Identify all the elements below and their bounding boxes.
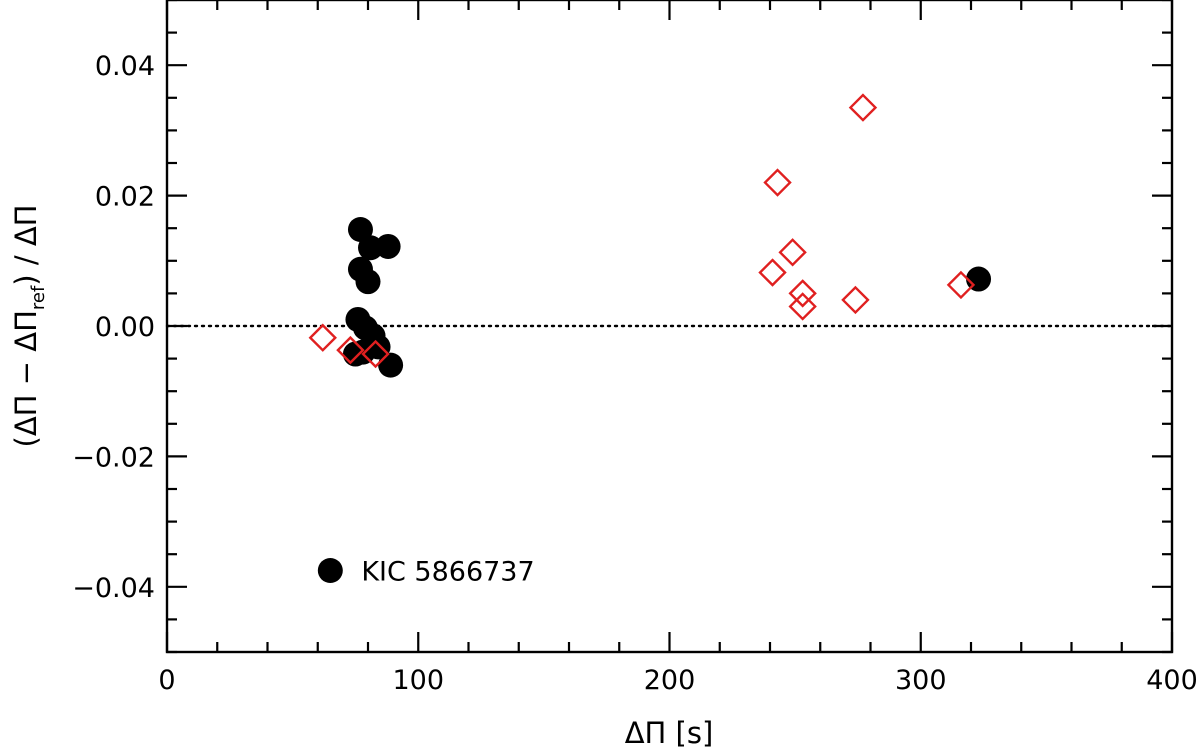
diamond-point: [841, 285, 870, 315]
circle-point: [378, 352, 404, 378]
legend-marker: [317, 558, 343, 583]
y-tick-label: −0.02: [72, 442, 155, 473]
diamond-point: [946, 270, 976, 300]
diamond-point: [336, 335, 365, 365]
y-axis-title-main: (ΔΠ − ΔΠ: [9, 310, 43, 447]
y-tick-label: 0.04: [95, 51, 155, 82]
y-tick-label: −0.04: [72, 573, 155, 604]
diamond-point: [788, 292, 817, 321]
x-tick-label: 200: [644, 665, 696, 696]
diamond-point: [848, 93, 878, 122]
y-tick-label: 0.00: [95, 312, 155, 343]
legend-label: KIC 5866737: [361, 557, 534, 588]
circle-point: [347, 217, 373, 243]
legend: KIC 5866737: [317, 557, 535, 588]
diamond-point: [788, 279, 817, 308]
circle-point: [355, 269, 381, 295]
diamond-point: [361, 339, 390, 369]
diamond-point: [308, 323, 337, 352]
y-axis-title-tail: ) / ΔΠ: [9, 205, 43, 286]
x-tick-label: 300: [895, 665, 947, 696]
x-tick-label: 400: [1146, 665, 1198, 696]
diamond-point: [758, 258, 787, 287]
diamond-point: [778, 238, 807, 267]
y-axis-title-subscript: ref: [28, 285, 49, 310]
diamond-point: [763, 168, 792, 197]
x-tick-label: 100: [392, 665, 444, 696]
axis-ticks: [165, 0, 1174, 654]
axis-tick-labels: 0 100 200 300 400 −0.04 −0.02 0.00 0.02 0.04: [72, 51, 1198, 696]
circle-point: [375, 233, 401, 259]
x-axis-title: ΔΠ [s]: [625, 716, 714, 750]
x-tick-label: 0: [158, 665, 175, 696]
y-axis-title: (ΔΠ − ΔΠref) / ΔΠ: [9, 205, 49, 448]
y-tick-label: 0.02: [95, 182, 155, 213]
circle-point: [350, 339, 376, 365]
data-markers: [308, 93, 992, 378]
